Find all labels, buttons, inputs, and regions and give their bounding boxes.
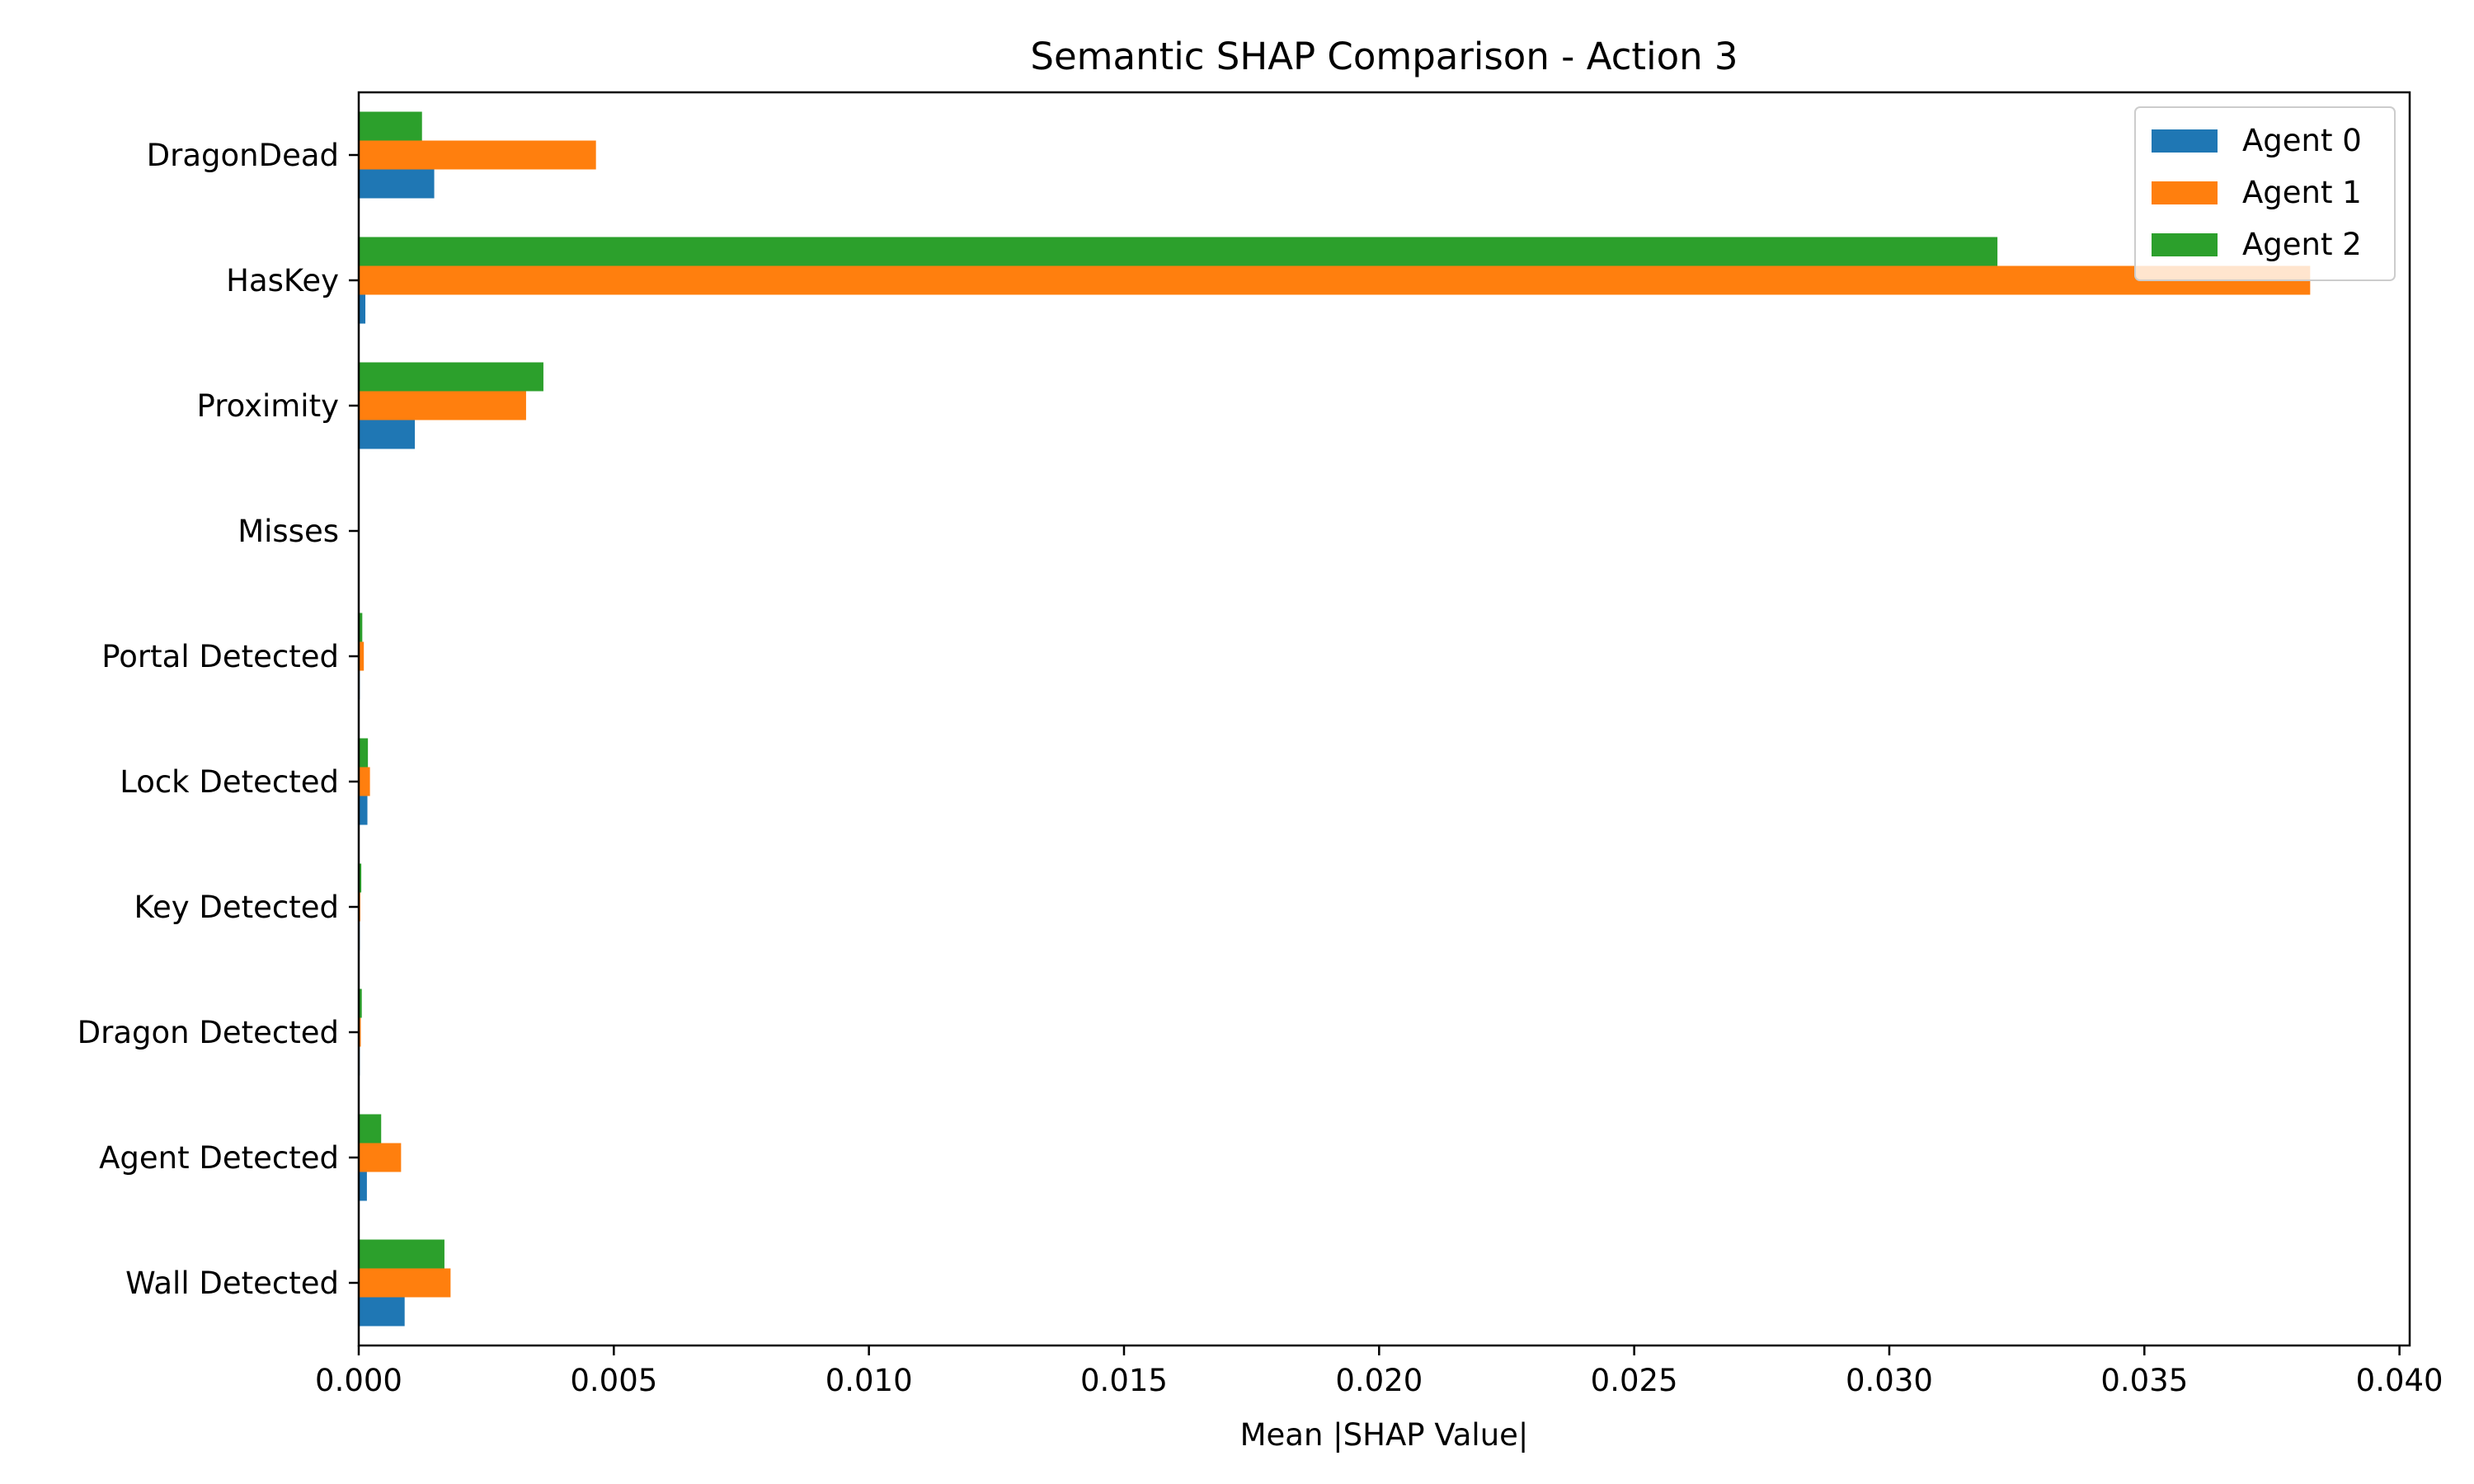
x-tick-label: 0.015 xyxy=(1080,1363,1168,1398)
bar-dragondead-agent-0 xyxy=(359,169,435,199)
legend: Agent 0 Agent 1 Agent 2 xyxy=(2134,106,2396,281)
y-tick-label: Key Detected xyxy=(134,890,339,925)
bar-portal-detected-agent-1 xyxy=(359,641,365,671)
bar-lock-detected-agent-2 xyxy=(359,738,369,768)
x-axis-label: Mean |SHAP Value| xyxy=(1240,1417,1529,1453)
x-tick-label: 0.020 xyxy=(1335,1363,1423,1398)
bar-agent-detected-agent-0 xyxy=(359,1172,367,1201)
bar-proximity-agent-2 xyxy=(359,362,543,392)
y-tick-label: Misses xyxy=(238,514,339,549)
bar-haskey-agent-2 xyxy=(359,237,1998,266)
y-tick-label: DragonDead xyxy=(147,138,339,173)
x-tick-label: 0.040 xyxy=(2356,1363,2443,1398)
y-tick-label: Dragon Detected xyxy=(78,1015,339,1050)
bars-layer xyxy=(359,111,2311,1327)
bar-agent-detected-agent-2 xyxy=(359,1114,382,1144)
y-tick-label: Wall Detected xyxy=(125,1266,339,1301)
bar-dragon-detected-agent-2 xyxy=(359,989,362,1018)
legend-label: Agent 2 xyxy=(2242,227,2362,262)
x-tick-label: 0.035 xyxy=(2100,1363,2188,1398)
bar-agent-detected-agent-1 xyxy=(359,1143,402,1172)
x-tick-label: 0.025 xyxy=(1591,1363,1678,1398)
bar-haskey-agent-0 xyxy=(359,294,366,324)
chart-title: Semantic SHAP Comparison - Action 3 xyxy=(1030,35,1738,78)
legend-label: Agent 0 xyxy=(2242,123,2362,158)
bar-proximity-agent-0 xyxy=(359,420,416,449)
y-tick-label: Lock Detected xyxy=(120,764,339,800)
bar-lock-detected-agent-0 xyxy=(359,796,368,825)
bar-lock-detected-agent-1 xyxy=(359,767,370,796)
bar-dragondead-agent-1 xyxy=(359,140,596,170)
bar-proximity-agent-1 xyxy=(359,391,526,420)
x-tick-label: 0.000 xyxy=(315,1363,402,1398)
bar-wall-detected-agent-0 xyxy=(359,1297,405,1327)
y-tick-label: Portal Detected xyxy=(101,639,339,674)
y-axis: DragonDead HasKey Proximity Misses Portal De… xyxy=(78,138,359,1301)
bar-wall-detected-agent-1 xyxy=(359,1268,451,1298)
legend-swatch-agent-2 xyxy=(2152,233,2218,256)
x-tick-label: 0.005 xyxy=(570,1363,657,1398)
y-tick-label: Agent Detected xyxy=(99,1140,339,1176)
plot-frame xyxy=(357,91,2411,1347)
x-tick-label: 0.010 xyxy=(825,1363,913,1398)
bar-wall-detected-agent-2 xyxy=(359,1239,444,1269)
legend-swatch-agent-0 xyxy=(2152,129,2218,153)
bar-dragondead-agent-2 xyxy=(359,111,422,141)
x-axis: 0.000 0.005 0.010 0.015 0.020 0.025 0.030 0.035… xyxy=(315,1345,2443,1398)
legend-swatch-agent-1 xyxy=(2152,181,2218,204)
y-tick-label: HasKey xyxy=(226,263,339,298)
bar-key-detected-agent-2 xyxy=(359,863,362,893)
bar-portal-detected-agent-2 xyxy=(359,613,363,642)
bar-haskey-agent-1 xyxy=(359,265,2311,295)
y-tick-label: Proximity xyxy=(197,388,339,424)
x-tick-label: 0.030 xyxy=(1846,1363,1933,1398)
legend-label: Agent 1 xyxy=(2242,175,2362,210)
